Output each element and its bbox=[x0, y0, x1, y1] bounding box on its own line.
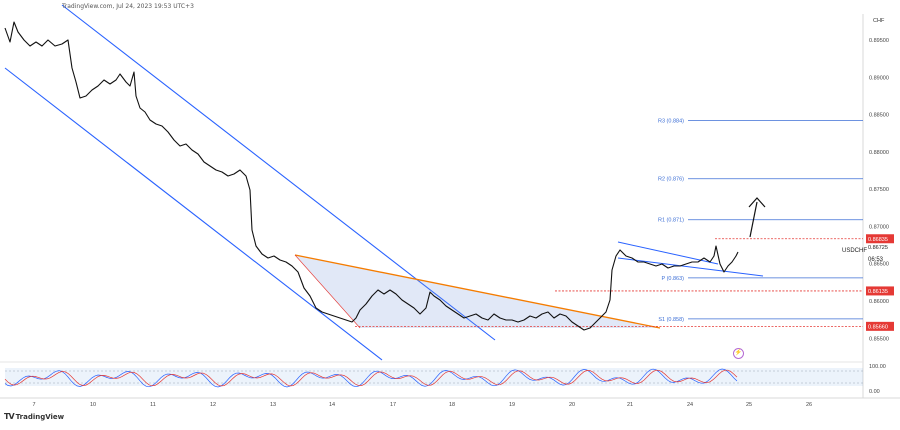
current-price-label: 0.86725 bbox=[868, 245, 888, 251]
price-series-line bbox=[4, 21, 739, 331]
channel-upper-line bbox=[61, 4, 496, 341]
x-tick-label: 26 bbox=[806, 402, 812, 408]
symbol-label: USDCHF bbox=[842, 248, 867, 254]
x-tick-label: 13 bbox=[270, 402, 276, 408]
price-level-tag bbox=[866, 286, 894, 296]
x-tick-label: 18 bbox=[449, 402, 455, 408]
price-level-tag bbox=[866, 234, 894, 244]
breakout-arrow-head bbox=[748, 197, 766, 208]
y-tick-label: 0.85500 bbox=[869, 336, 889, 342]
oscillator-band bbox=[5, 368, 863, 386]
tradingview-mark-icon: TV bbox=[4, 412, 15, 421]
x-tick-label: 11 bbox=[150, 402, 156, 408]
pivot-label: R3 (0.884) bbox=[658, 119, 684, 125]
oscillator-tick-label: 100.00 bbox=[869, 364, 886, 370]
tradingview-logo: TV TradingView bbox=[4, 412, 64, 421]
pivot-label: R2 (0.876) bbox=[658, 177, 684, 183]
price-level-tag-text: 0.86135 bbox=[868, 289, 888, 295]
pivot-label: R1 (0.871) bbox=[658, 218, 684, 224]
pivot-label: P (0.863) bbox=[661, 276, 684, 282]
alert-bolt-icon[interactable]: ⚡ bbox=[733, 348, 744, 359]
triangle-upper-line bbox=[294, 254, 661, 329]
channel-lower-line bbox=[4, 67, 383, 361]
x-tick-label: 10 bbox=[90, 402, 96, 408]
oscillator-d-line bbox=[4, 369, 738, 387]
x-tick-label: 12 bbox=[210, 402, 216, 408]
price-level-tag-text: 0.86835 bbox=[868, 237, 888, 243]
countdown-label: 06:53 bbox=[868, 257, 884, 263]
y-tick-label: 0.87500 bbox=[869, 187, 889, 193]
x-tick-label: 14 bbox=[329, 402, 335, 408]
tradingview-logo-text: TradingView bbox=[15, 412, 65, 421]
oscillator-tick-label: 0.00 bbox=[869, 389, 880, 395]
price-level-tag-text: 0.85660 bbox=[868, 324, 888, 330]
y-tick-label: 0.89500 bbox=[869, 38, 889, 44]
y-tick-label: 0.88500 bbox=[869, 113, 889, 119]
x-tick-label: 21 bbox=[627, 402, 633, 408]
y-tick-label: 0.86500 bbox=[869, 262, 889, 268]
x-tick-label: 25 bbox=[746, 402, 752, 408]
y-tick-label: 0.89000 bbox=[869, 75, 889, 81]
y-tick-label: 0.88000 bbox=[869, 150, 889, 156]
x-tick-label: 7 bbox=[32, 402, 35, 408]
oscillator-k-line bbox=[4, 368, 738, 388]
currency-label: CHF bbox=[873, 18, 885, 24]
pivot-label: S1 (0.858) bbox=[658, 317, 684, 323]
price-level-tag bbox=[866, 321, 894, 331]
flag-upper-line bbox=[617, 241, 719, 265]
x-tick-label: 19 bbox=[509, 402, 515, 408]
x-tick-label: 20 bbox=[569, 402, 575, 408]
triangle-left-line bbox=[294, 254, 361, 329]
y-tick-label: 0.87000 bbox=[869, 224, 889, 230]
x-tick-label: 17 bbox=[390, 402, 396, 408]
y-tick-label: 0.86000 bbox=[869, 299, 889, 305]
breakout-arrow-shaft bbox=[749, 201, 758, 238]
chart-attribution: TradingView.com, Jul 24, 2023 19:53 UTC+… bbox=[62, 3, 194, 10]
flag-lower-line bbox=[617, 257, 764, 277]
x-tick-label: 24 bbox=[687, 402, 693, 408]
